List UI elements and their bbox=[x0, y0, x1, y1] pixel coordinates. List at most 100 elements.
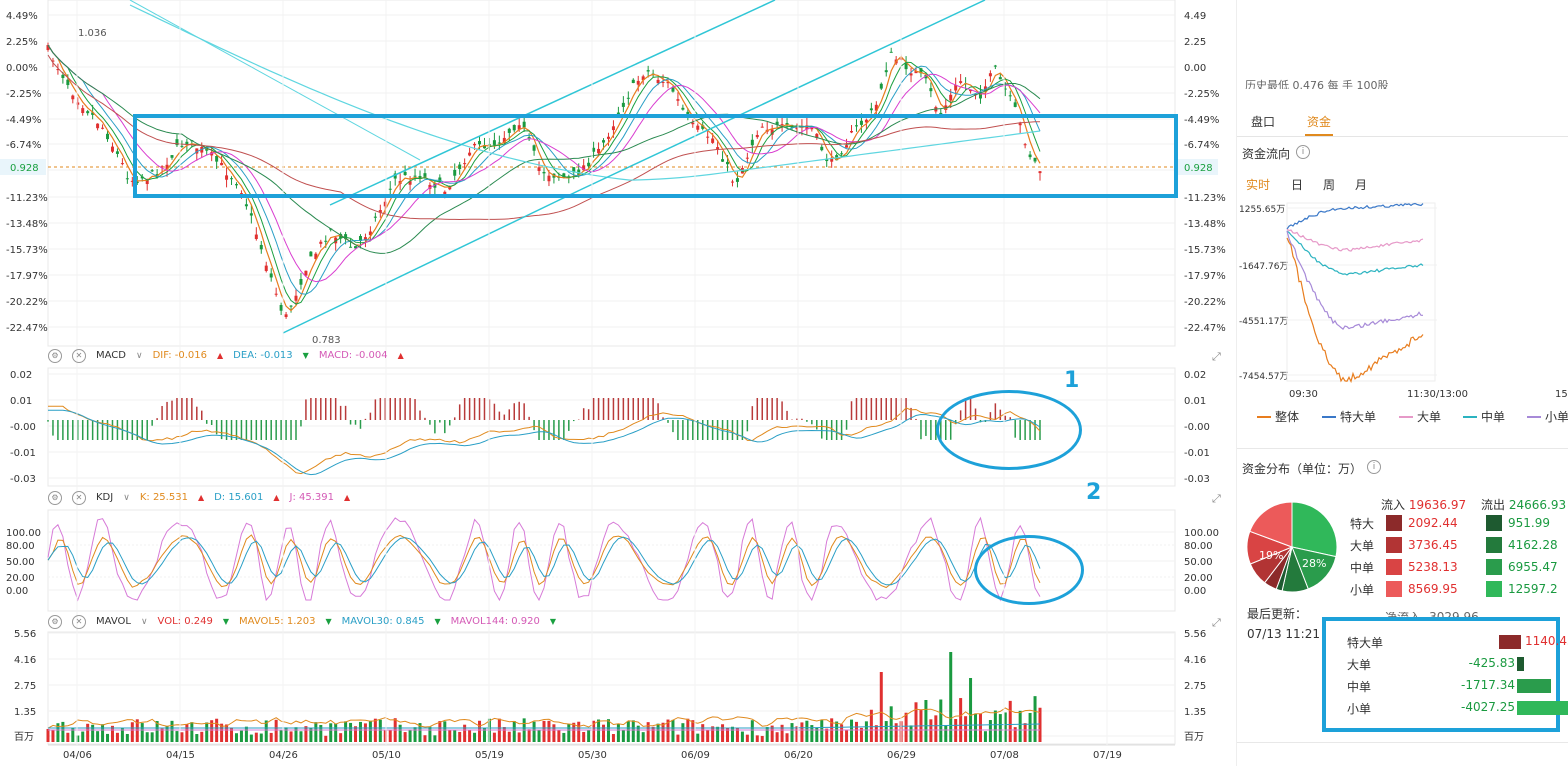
close-icon[interactable]: ✕ bbox=[72, 491, 86, 505]
volume-bar bbox=[770, 725, 774, 742]
volume-bar bbox=[418, 723, 422, 742]
candle-body bbox=[730, 181, 734, 183]
candle-body bbox=[388, 188, 392, 190]
chevron-down-icon[interactable]: ∨ bbox=[140, 617, 148, 627]
net-row-label: 大单 bbox=[1347, 657, 1372, 672]
volume-bar bbox=[349, 722, 353, 742]
flow-x-label: 11:30/13:00 bbox=[1407, 389, 1468, 400]
volume-bar bbox=[299, 731, 303, 742]
date-label: 05/10 bbox=[372, 750, 401, 761]
close-icon[interactable]: ✕ bbox=[72, 615, 86, 629]
expand-icon[interactable]: ⤢ bbox=[1212, 492, 1221, 505]
volume-bar bbox=[344, 721, 348, 742]
kdj-header: ⚙ ✕ KDJ ∨ K: 25.531 ▲ D: 15.601 ▲ J: 45.39… bbox=[48, 489, 350, 507]
volume-bar bbox=[120, 728, 124, 742]
volume-bar bbox=[398, 724, 402, 742]
candle-body bbox=[993, 65, 997, 67]
volume-bar bbox=[314, 722, 318, 742]
volume-bar bbox=[532, 721, 536, 742]
volume-bar bbox=[358, 721, 362, 742]
flow-axis-label: -4551.17万 bbox=[1239, 317, 1288, 327]
date-label: 04/26 bbox=[269, 750, 298, 761]
settings-icon[interactable]: ⚙ bbox=[48, 615, 62, 629]
info-icon[interactable]: i bbox=[1367, 460, 1381, 474]
expand-icon[interactable]: ⤢ bbox=[1212, 350, 1221, 363]
net-row-bar bbox=[1499, 635, 1521, 649]
volume-bar bbox=[721, 724, 725, 742]
macd-value: -0.004 bbox=[355, 350, 388, 361]
ma-line-short bbox=[47, 44, 1041, 312]
volume-bar bbox=[150, 732, 154, 742]
macd-axis-right: -0.03 bbox=[1184, 474, 1210, 485]
candle-body bbox=[919, 68, 923, 74]
settings-icon[interactable]: ⚙ bbox=[48, 349, 62, 363]
candle-body bbox=[547, 175, 551, 182]
fund-distribution-title: 资金分布（单位：万） bbox=[1242, 462, 1363, 476]
volume-bar bbox=[1023, 723, 1027, 742]
volume-bar bbox=[354, 726, 358, 742]
chevron-down-icon[interactable]: ∨ bbox=[135, 351, 143, 361]
candle-body bbox=[145, 179, 149, 185]
candle-body bbox=[572, 167, 576, 173]
candle-body bbox=[631, 79, 635, 84]
trendline-lower bbox=[282, 189, 581, 334]
candle-body bbox=[140, 176, 144, 179]
stock-chart-area[interactable]: 4.49% 4.49 2.25% 2.25 0.00% 0.00 -2.25% -2.25% -… bbox=[0, 0, 1235, 766]
volume-bar bbox=[269, 732, 273, 742]
k-line bbox=[47, 534, 1041, 589]
right-axis-label: -11.23% bbox=[1184, 193, 1226, 204]
candle-body bbox=[592, 147, 596, 152]
candle-body bbox=[820, 146, 824, 151]
volume-bar bbox=[448, 730, 452, 742]
candle-body bbox=[904, 63, 908, 70]
kdj-axis-right: 0.00 bbox=[1184, 586, 1206, 597]
candle-body bbox=[106, 133, 110, 140]
info-icon[interactable]: i bbox=[1296, 145, 1310, 159]
candle-body bbox=[418, 175, 422, 179]
candle-body bbox=[542, 171, 546, 174]
chevron-down-icon[interactable]: ∨ bbox=[123, 493, 130, 503]
volume-bar bbox=[651, 726, 655, 742]
ma-line-60 bbox=[47, 54, 1041, 221]
inflow-swatch bbox=[1386, 559, 1402, 575]
period-tab-day[interactable]: 日 bbox=[1291, 178, 1304, 192]
tab-funds[interactable]: 资金 bbox=[1307, 115, 1332, 129]
volume-bar bbox=[557, 729, 561, 742]
volume-bar bbox=[527, 729, 531, 742]
candle-body bbox=[324, 240, 328, 242]
inflow-value: 5238.13 bbox=[1408, 560, 1458, 574]
candle-body bbox=[244, 204, 248, 207]
period-tab-week[interactable]: 周 bbox=[1323, 178, 1336, 192]
volume-bar bbox=[815, 727, 819, 742]
ma-line-30 bbox=[47, 44, 1041, 254]
left-axis-label: -20.22% bbox=[6, 297, 48, 308]
candle-body bbox=[185, 141, 189, 145]
candle-body bbox=[96, 123, 100, 129]
expand-icon[interactable]: ⤢ bbox=[1212, 616, 1221, 629]
candle-body bbox=[924, 75, 928, 79]
volume-bar bbox=[254, 732, 258, 742]
candle-body bbox=[130, 180, 134, 182]
tab-funds-underline bbox=[1305, 134, 1333, 136]
volume-bar bbox=[805, 720, 809, 742]
volume-bars bbox=[46, 652, 1042, 742]
macd-axis-right: -0.01 bbox=[1184, 448, 1210, 459]
volume-bar bbox=[363, 723, 367, 742]
row-label: 小单 bbox=[1350, 582, 1375, 597]
left-axis-label: -15.73% bbox=[6, 245, 48, 256]
volume-bar bbox=[145, 732, 149, 742]
period-tab-realtime[interactable]: 实时 bbox=[1246, 178, 1271, 192]
outflow-label: 流出 bbox=[1481, 498, 1506, 512]
candle-body bbox=[294, 295, 298, 301]
price-tag-bg bbox=[1178, 159, 1218, 175]
candle-body bbox=[611, 126, 615, 131]
candle-body bbox=[770, 129, 774, 135]
volume-bar bbox=[820, 720, 824, 742]
close-icon[interactable]: ✕ bbox=[72, 349, 86, 363]
tab-pankou[interactable]: 盘口 bbox=[1251, 115, 1276, 129]
volume-bar bbox=[646, 722, 650, 742]
settings-icon[interactable]: ⚙ bbox=[48, 491, 62, 505]
current-price-right: 0.928 bbox=[1184, 163, 1213, 174]
period-tab-month[interactable]: 月 bbox=[1355, 178, 1368, 192]
left-axis-label: -4.49% bbox=[6, 115, 41, 126]
